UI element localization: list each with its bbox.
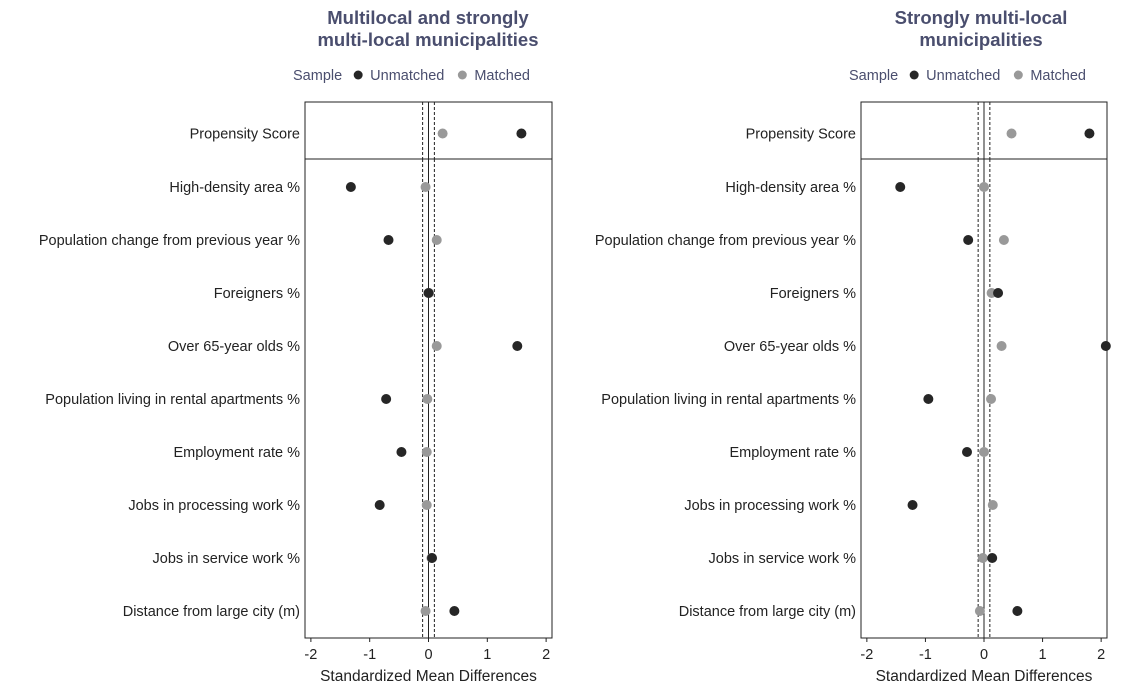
legend-entry: Unmatched — [926, 68, 1000, 84]
x-tick-label: 2 — [542, 647, 550, 663]
y-tick-label: Jobs in processing work % — [128, 498, 300, 514]
data-point-unmatched — [923, 394, 934, 404]
data-point-unmatched — [993, 288, 1004, 298]
data-point-unmatched — [512, 341, 523, 351]
data-point-matched — [987, 500, 998, 510]
y-tick-label: Employment rate % — [729, 445, 856, 461]
data-point-unmatched — [1012, 606, 1023, 616]
chart-title: multi-local municipalities — [317, 29, 538, 50]
legend-marker-unmatched — [353, 70, 363, 80]
data-point-matched — [977, 553, 988, 563]
data-point-unmatched — [895, 182, 906, 192]
legend-marker-matched — [457, 70, 467, 80]
data-point-unmatched — [345, 182, 356, 192]
y-tick-label: Jobs in service work % — [153, 551, 301, 567]
x-axis-title: Standardized Mean Differences — [320, 668, 537, 685]
chart-title: Strongly multi-local — [895, 7, 1068, 28]
x-axis-title: Standardized Mean Differences — [876, 668, 1093, 685]
y-tick-label: Propensity Score — [746, 127, 856, 143]
data-point-matched — [996, 341, 1007, 351]
data-point-matched — [979, 182, 989, 192]
data-point-unmatched — [1100, 341, 1111, 351]
data-point-unmatched — [427, 553, 438, 563]
legend-title: Sample — [849, 68, 898, 84]
data-point-matched — [421, 447, 432, 457]
y-tick-label: Population change from previous year % — [595, 233, 856, 249]
y-tick-label: Jobs in service work % — [709, 551, 857, 567]
data-point-matched — [1006, 128, 1017, 139]
y-tick-label: Employment rate % — [173, 445, 300, 461]
y-tick-label: High-density area % — [725, 180, 856, 196]
y-tick-label: Foreigners % — [214, 286, 300, 302]
x-tick-label: 1 — [483, 647, 491, 663]
data-point-unmatched — [423, 288, 434, 298]
x-tick-label: 0 — [980, 647, 988, 663]
y-tick-label: Population living in rental apartments % — [601, 392, 856, 408]
x-tick-label: -2 — [304, 647, 317, 663]
y-tick-label: Population change from previous year % — [39, 233, 300, 249]
y-tick-label: Distance from large city (m) — [123, 604, 300, 620]
data-point-matched — [422, 394, 433, 404]
x-tick-label: -2 — [860, 647, 873, 663]
x-tick-label: -1 — [919, 647, 932, 663]
chart-title: municipalities — [919, 29, 1042, 50]
data-point-unmatched — [907, 500, 918, 510]
data-point-matched — [974, 606, 985, 616]
chart-title: Multilocal and strongly — [327, 7, 529, 28]
y-tick-label: Jobs in processing work % — [684, 498, 856, 514]
data-point-matched — [431, 235, 442, 245]
data-point-matched — [979, 447, 989, 457]
data-point-unmatched — [1084, 128, 1095, 139]
data-point-matched — [421, 500, 432, 510]
y-tick-label: Propensity Score — [190, 127, 300, 143]
x-tick-label: -1 — [363, 647, 376, 663]
legend-entry: Matched — [1030, 68, 1086, 84]
legend-entry: Unmatched — [370, 68, 444, 84]
y-tick-label: Over 65-year olds % — [724, 339, 856, 355]
data-point-unmatched — [381, 394, 392, 404]
data-point-unmatched — [516, 128, 527, 139]
data-point-unmatched — [374, 500, 385, 510]
y-tick-label: Foreigners % — [770, 286, 856, 302]
legend-title: Sample — [293, 68, 342, 84]
x-tick-label: 0 — [424, 647, 432, 663]
x-tick-label: 2 — [1097, 647, 1105, 663]
data-point-unmatched — [987, 553, 998, 563]
y-tick-label: High-density area % — [169, 180, 300, 196]
data-point-matched — [420, 606, 431, 616]
data-point-matched — [420, 182, 431, 192]
data-point-unmatched — [963, 235, 974, 245]
data-point-matched — [998, 235, 1009, 245]
data-point-unmatched — [383, 235, 394, 245]
data-point-matched — [437, 128, 448, 139]
y-tick-label: Distance from large city (m) — [679, 604, 856, 620]
y-tick-label: Over 65-year olds % — [168, 339, 300, 355]
legend-marker-unmatched — [909, 70, 919, 80]
data-point-matched — [431, 341, 442, 351]
legend-entry: Matched — [474, 68, 530, 84]
x-tick-label: 1 — [1039, 647, 1047, 663]
data-point-unmatched — [396, 447, 407, 457]
data-point-matched — [986, 394, 997, 404]
legend-marker-matched — [1013, 70, 1023, 80]
data-point-unmatched — [962, 447, 973, 457]
data-point-unmatched — [449, 606, 460, 616]
y-tick-label: Population living in rental apartments % — [45, 392, 300, 408]
